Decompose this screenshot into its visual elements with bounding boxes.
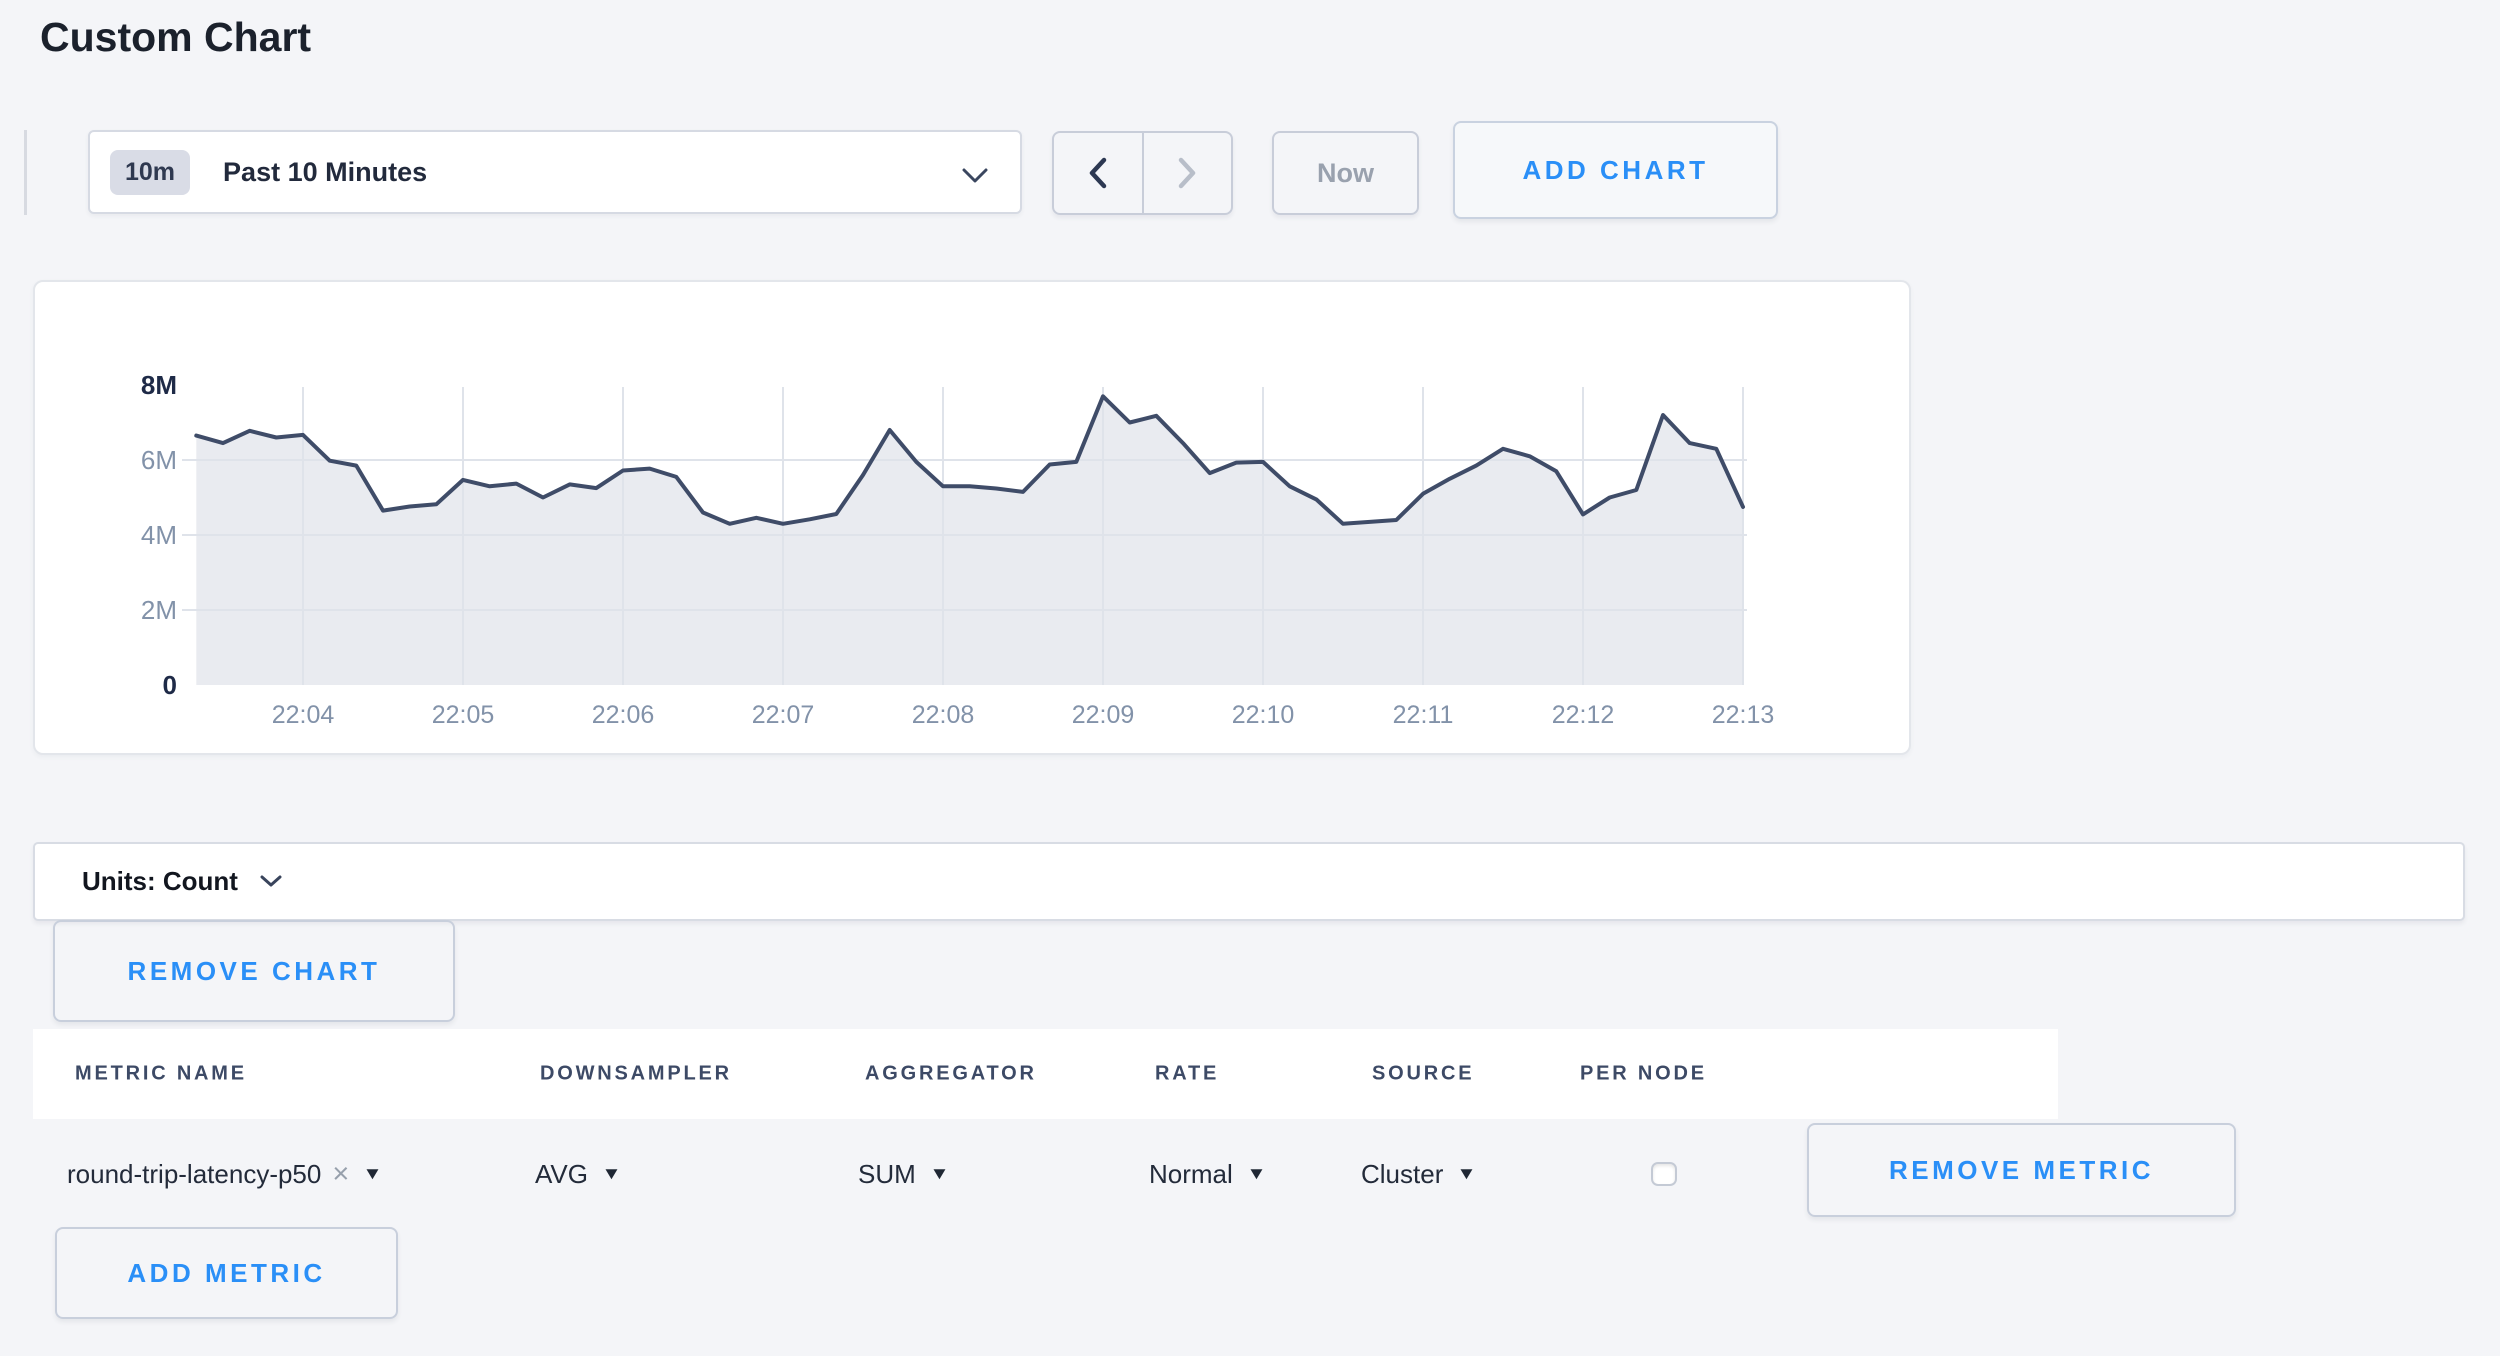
time-range-badge: 10m [110, 149, 191, 195]
dropdown-arrow-icon: ▼ [362, 1164, 383, 1183]
svg-text:22:12: 22:12 [1552, 701, 1615, 729]
downsampler-select[interactable]: AVG ▼ [535, 1118, 622, 1230]
source-value: Cluster [1361, 1158, 1444, 1189]
svg-text:22:11: 22:11 [1393, 701, 1454, 729]
remove-metric-button[interactable]: REMOVE METRIC [1807, 1123, 2236, 1217]
chevron-left-icon [1089, 157, 1106, 189]
metric-row: round-trip-latency-p50 × ▼ AVG ▼ SUM ▼ N… [0, 1118, 2500, 1230]
svg-text:22:10: 22:10 [1232, 701, 1295, 729]
aggregator-value: SUM [858, 1158, 916, 1189]
svg-text:2M: 2M [141, 595, 177, 625]
svg-text:22:13: 22:13 [1712, 701, 1775, 729]
clear-metric-icon[interactable]: × [332, 1157, 350, 1190]
metric-name-value: round-trip-latency-p50 [67, 1158, 322, 1189]
metric-name-select[interactable]: round-trip-latency-p50 × ▼ [67, 1118, 383, 1230]
dropdown-arrow-icon: ▼ [929, 1164, 950, 1183]
column-header-downsampler: DOWNSAMPLER [540, 1062, 732, 1085]
prev-time-button[interactable] [1054, 133, 1144, 213]
column-header-rate: RATE [1155, 1062, 1220, 1085]
time-nav-group [1052, 131, 1233, 215]
toolbar-divider [24, 130, 27, 215]
chevron-down-icon [260, 875, 282, 887]
column-header-aggregator: AGGREGATOR [865, 1062, 1037, 1085]
rate-value: Normal [1149, 1158, 1233, 1189]
svg-text:22:05: 22:05 [432, 701, 495, 729]
column-header-metric-name: METRIC NAME [75, 1062, 247, 1085]
downsampler-value: AVG [535, 1158, 588, 1189]
source-select[interactable]: Cluster ▼ [1361, 1118, 1477, 1230]
column-header-source: SOURCE [1372, 1062, 1475, 1085]
svg-text:22:09: 22:09 [1072, 701, 1135, 729]
per-node-checkbox[interactable] [1651, 1162, 1677, 1186]
svg-text:8M: 8M [141, 370, 177, 400]
now-button[interactable]: Now [1272, 131, 1419, 215]
svg-text:22:07: 22:07 [752, 701, 815, 729]
svg-text:22:08: 22:08 [912, 701, 975, 729]
units-label: Units: Count [82, 866, 238, 896]
rate-select[interactable]: Normal ▼ [1149, 1118, 1267, 1230]
dropdown-arrow-icon: ▼ [1456, 1164, 1477, 1183]
metric-chart[interactable]: 8M 6M 4M 2M 0 22:04 22:05 22:06 22:07 22:08 22:09 2… [35, 282, 1909, 753]
time-range-label: Past 10 Minutes [223, 156, 428, 187]
svg-text:6M: 6M [141, 445, 177, 475]
dropdown-arrow-icon: ▼ [601, 1164, 622, 1183]
add-chart-button[interactable]: ADD CHART [1453, 121, 1778, 219]
remove-chart-button[interactable]: REMOVE CHART [53, 920, 455, 1022]
chevron-down-icon [962, 168, 988, 183]
dropdown-arrow-icon: ▼ [1246, 1164, 1267, 1183]
svg-text:22:04: 22:04 [272, 701, 335, 729]
metrics-table-header: METRIC NAME DOWNSAMPLER AGGREGATOR RATE … [33, 1029, 2058, 1119]
time-range-select[interactable]: 10m Past 10 Minutes [88, 130, 1022, 214]
svg-text:4M: 4M [141, 520, 177, 550]
page-title: Custom Chart [40, 14, 312, 60]
add-metric-button[interactable]: ADD METRIC [55, 1227, 398, 1319]
chart-card: 8M 6M 4M 2M 0 22:04 22:05 22:06 22:07 22:08 22:09 2… [33, 280, 1911, 755]
chevron-right-icon [1179, 157, 1196, 189]
units-select[interactable]: Units: Count [33, 842, 2465, 921]
column-header-per-node: PER NODE [1580, 1062, 1707, 1085]
svg-text:0: 0 [163, 670, 177, 700]
svg-text:22:06: 22:06 [592, 701, 655, 729]
next-time-button[interactable] [1144, 133, 1232, 213]
aggregator-select[interactable]: SUM ▼ [858, 1118, 950, 1230]
